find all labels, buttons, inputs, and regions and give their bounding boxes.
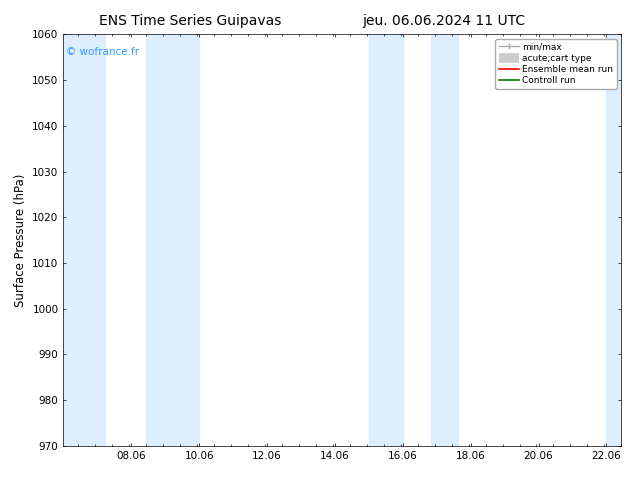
Bar: [146, 34, 199, 446]
Text: jeu. 06.06.2024 11 UTC: jeu. 06.06.2024 11 UTC: [362, 14, 526, 28]
Bar: [606, 34, 621, 446]
Text: ENS Time Series Guipavas: ENS Time Series Guipavas: [99, 14, 281, 28]
Bar: [369, 34, 403, 446]
Bar: [63, 34, 105, 446]
Bar: [431, 34, 458, 446]
Y-axis label: Surface Pressure (hPa): Surface Pressure (hPa): [14, 173, 27, 307]
Text: © wofrance.fr: © wofrance.fr: [66, 47, 139, 57]
Legend: min/max, acute;cart type, Ensemble mean run, Controll run: min/max, acute;cart type, Ensemble mean …: [495, 39, 617, 89]
